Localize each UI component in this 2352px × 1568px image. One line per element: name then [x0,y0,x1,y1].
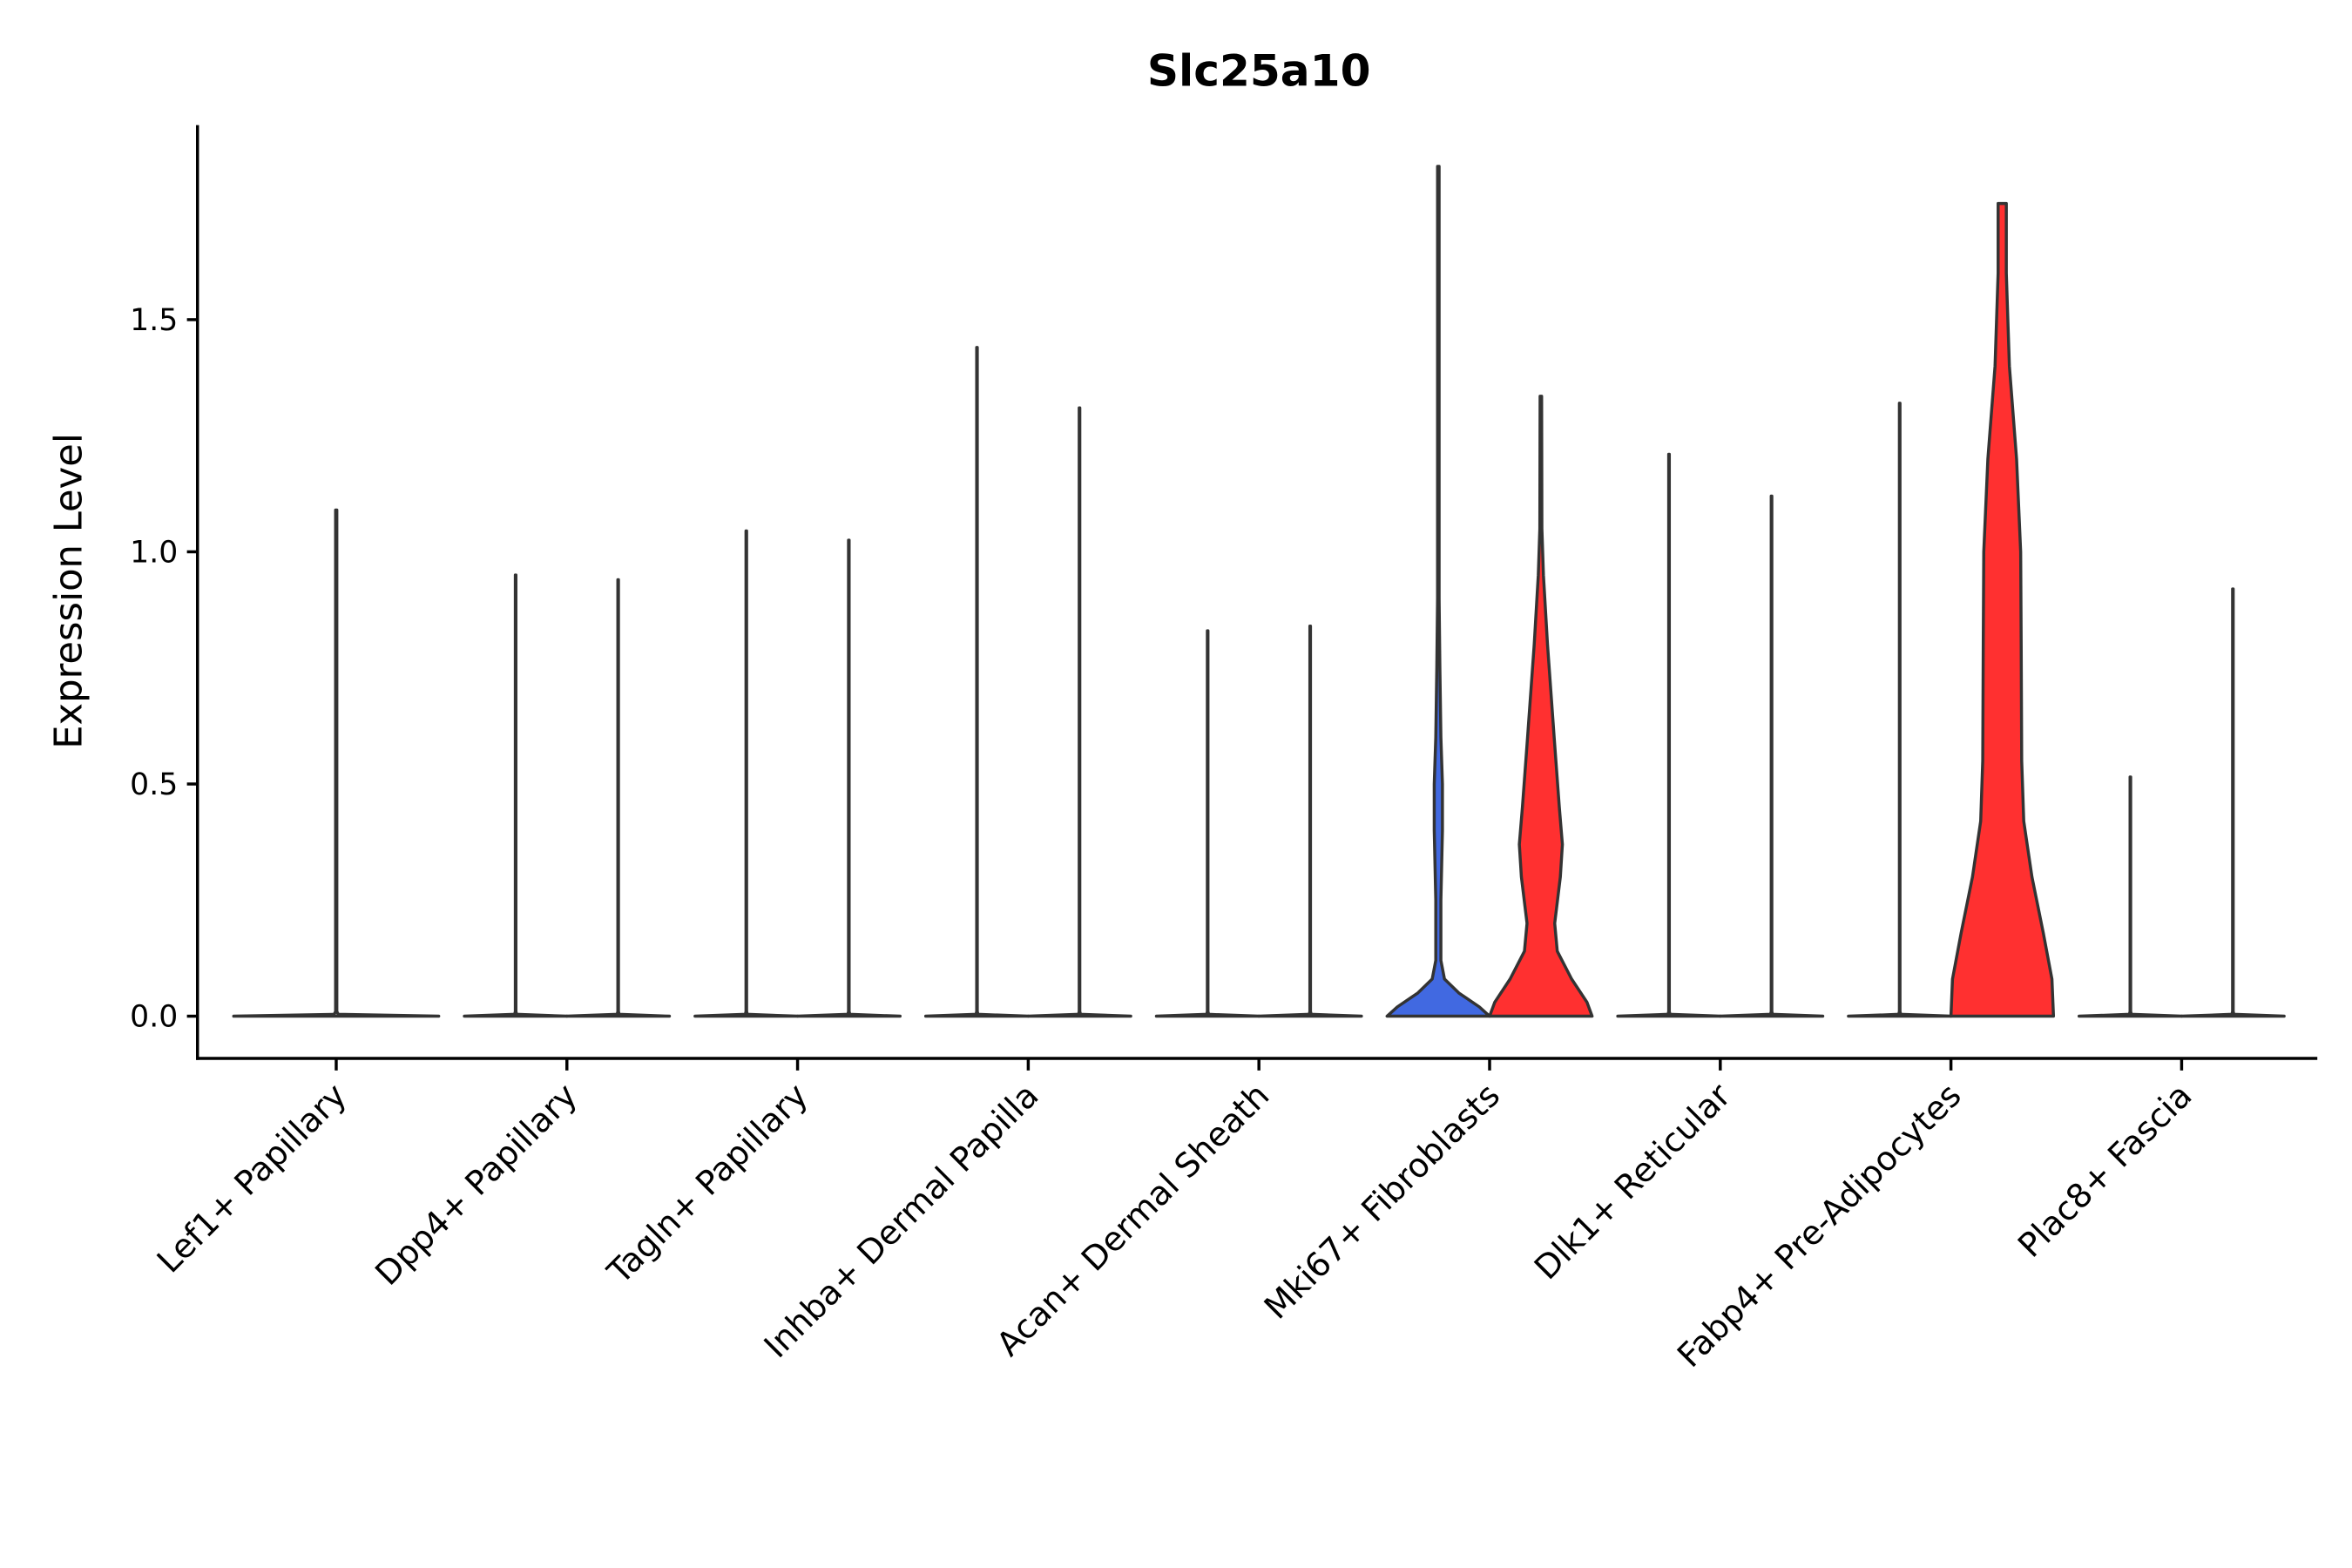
violin-3-0 [923,346,1031,1018]
violin-1-0 [463,573,569,1018]
violin-8-1 [2180,587,2286,1018]
plot-area [232,165,2286,1018]
x-tick-label: Dlk1+ Reticular [1527,1076,1738,1287]
violin-1-1 [565,578,672,1018]
y-tick-label: 1.0 [130,536,178,571]
violin-8-0 [2078,775,2184,1018]
violin-0-0 [232,508,441,1018]
violin-7-1 [1949,201,2056,1018]
x-tick-label: Acan+ Dermal Sheath [989,1076,1276,1363]
chart-title: Slc25a10 [1147,45,1371,97]
violin-2-0 [693,529,800,1018]
y-tick-label: 0.5 [130,767,178,802]
violin-4-0 [1154,629,1260,1018]
violin-5-1 [1488,395,1594,1018]
x-tick-label: Tagln+ Papillary [599,1076,815,1292]
x-tick-label: Plac8+ Fascia [2011,1076,2200,1265]
y-tick-label: 1.5 [130,303,178,338]
x-tick-label: Dpp4+ Papillary [368,1076,585,1293]
violin-5-0 [1385,165,1491,1018]
violin-3-1 [1026,406,1132,1018]
x-tick-label: Mki67+ Fibroblasts [1257,1076,1507,1326]
y-tick-label: 0.0 [130,1000,178,1035]
violin-4-1 [1257,625,1363,1018]
violin-2-1 [795,538,902,1018]
violin-7-0 [1847,402,1953,1018]
x-tick-label: Lef1+ Papillary [150,1076,354,1280]
violin-6-0 [1616,452,1722,1018]
violin-6-1 [1719,494,1825,1018]
y-axis-label: Expression Level [47,433,91,749]
